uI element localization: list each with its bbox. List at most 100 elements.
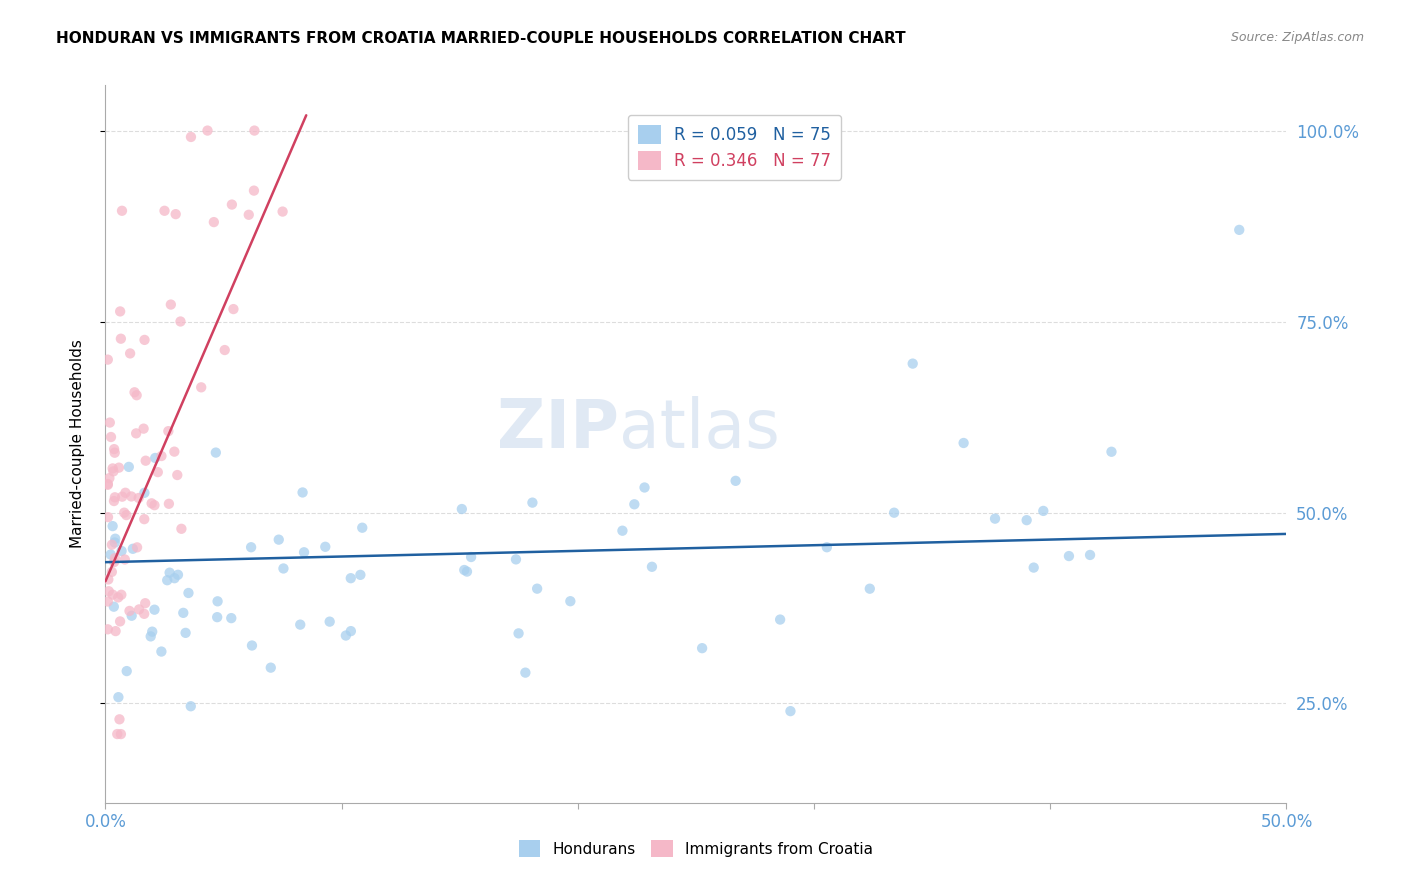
- Text: Source: ZipAtlas.com: Source: ZipAtlas.com: [1230, 31, 1364, 45]
- Point: [166, 468, 188, 483]
- Point: [515, 665, 537, 680]
- Point: [143, 450, 166, 465]
- Point: [505, 552, 527, 566]
- Point: [101, 538, 124, 552]
- Point: [143, 603, 166, 617]
- Point: [165, 207, 187, 221]
- Point: [143, 498, 166, 512]
- Point: [100, 430, 122, 444]
- Point: [190, 380, 212, 394]
- Point: [104, 490, 127, 504]
- Point: [180, 130, 202, 145]
- Point: [134, 486, 156, 500]
- Point: [108, 460, 131, 475]
- Point: [859, 582, 882, 596]
- Point: [267, 533, 290, 547]
- Point: [121, 608, 143, 623]
- Point: [98, 416, 121, 430]
- Point: [118, 604, 141, 618]
- Point: [205, 445, 228, 459]
- Text: HONDURAN VS IMMIGRANTS FROM CROATIA MARRIED-COUPLE HOUSEHOLDS CORRELATION CHART: HONDURAN VS IMMIGRANTS FROM CROATIA MARR…: [56, 31, 905, 46]
- Point: [160, 297, 183, 311]
- Point: [134, 607, 156, 621]
- Point: [240, 540, 263, 554]
- Point: [157, 424, 180, 438]
- Point: [1022, 560, 1045, 574]
- Point: [104, 551, 127, 566]
- Point: [197, 123, 219, 137]
- Point: [633, 481, 655, 495]
- Point: [111, 490, 134, 504]
- Point: [105, 727, 128, 741]
- Point: [141, 496, 163, 510]
- Point: [174, 625, 197, 640]
- Point: [460, 549, 482, 564]
- Point: [104, 532, 127, 546]
- Point: [156, 573, 179, 587]
- Point: [111, 203, 134, 218]
- Point: [135, 453, 157, 467]
- Point: [141, 624, 163, 639]
- Point: [101, 565, 124, 579]
- Point: [134, 596, 156, 610]
- Point: [163, 571, 186, 585]
- Point: [134, 333, 156, 347]
- Point: [314, 540, 336, 554]
- Point: [901, 357, 924, 371]
- Point: [97, 352, 120, 367]
- Point: [128, 491, 150, 505]
- Point: [101, 461, 124, 475]
- Point: [108, 304, 131, 318]
- Point: [163, 444, 186, 458]
- Point: [153, 203, 176, 218]
- Point: [103, 555, 125, 569]
- Y-axis label: Married-couple Households: Married-couple Households: [70, 339, 84, 549]
- Point: [769, 613, 792, 627]
- Point: [172, 606, 194, 620]
- Point: [984, 511, 1007, 525]
- Point: [623, 497, 645, 511]
- Point: [202, 215, 225, 229]
- Point: [100, 548, 122, 562]
- Point: [273, 561, 295, 575]
- Legend: Hondurans, Immigrants from Croatia: Hondurans, Immigrants from Croatia: [513, 833, 879, 863]
- Point: [271, 204, 294, 219]
- Point: [120, 490, 142, 504]
- Point: [205, 610, 228, 624]
- Point: [108, 712, 131, 726]
- Point: [243, 123, 266, 137]
- Point: [724, 474, 747, 488]
- Point: [104, 624, 127, 639]
- Point: [110, 588, 132, 602]
- Point: [243, 184, 266, 198]
- Point: [112, 506, 135, 520]
- Point: [132, 422, 155, 436]
- Point: [318, 615, 340, 629]
- Point: [110, 544, 132, 558]
- Point: [108, 615, 131, 629]
- Point: [779, 704, 801, 718]
- Point: [260, 660, 283, 674]
- Point: [97, 477, 120, 491]
- Point: [118, 459, 141, 474]
- Point: [125, 541, 148, 555]
- Point: [207, 594, 229, 608]
- Point: [114, 552, 136, 566]
- Point: [238, 208, 260, 222]
- Point: [1057, 549, 1080, 563]
- Point: [120, 346, 142, 360]
- Point: [97, 510, 120, 524]
- Point: [339, 571, 361, 585]
- Point: [641, 559, 664, 574]
- Point: [1032, 504, 1054, 518]
- Point: [115, 664, 138, 678]
- Point: [128, 602, 150, 616]
- Point: [240, 639, 263, 653]
- Point: [952, 436, 974, 450]
- Point: [180, 699, 202, 714]
- Point: [508, 626, 530, 640]
- Point: [177, 586, 200, 600]
- Point: [101, 588, 124, 602]
- Point: [125, 388, 148, 402]
- Point: [1227, 223, 1250, 237]
